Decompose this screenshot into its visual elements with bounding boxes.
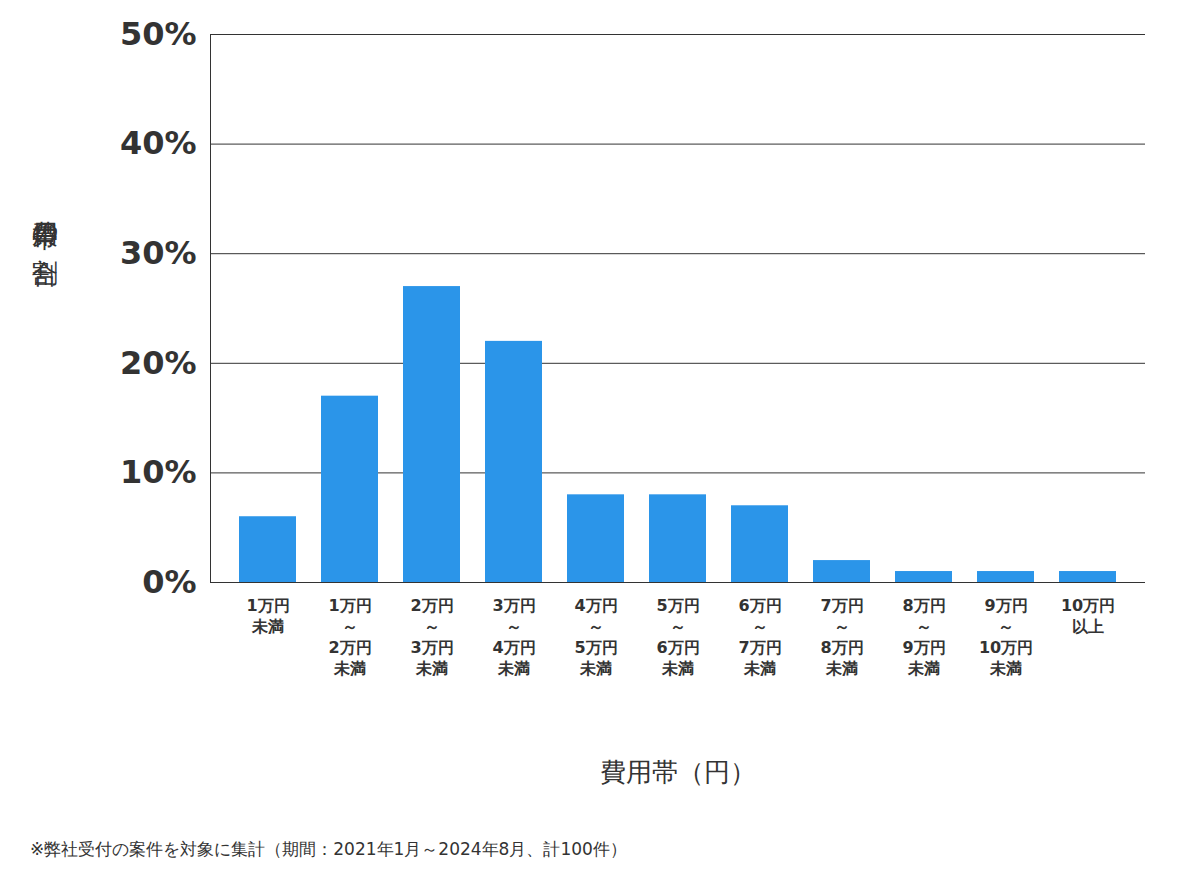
svg-text:10万円以上: 10万円以上 — [1061, 596, 1115, 636]
svg-text:10%: 10% — [120, 453, 197, 491]
svg-text:4万円～5万円未満: 4万円～5万円未満 — [574, 596, 617, 677]
html-text:※弊社受付の案件を対象に集計（期間：2021年1月～2024: ※弊社受付の案件を対象に集計（期間：2021年1月～2024年8月、計100件） — [30, 839, 627, 859]
svg-text:0%: 0% — [142, 563, 196, 601]
svg-text:5万円～6万円未満: 5万円～6万円未満 — [656, 596, 699, 677]
svg-text:30%: 30% — [120, 234, 197, 272]
svg-text:1万円～2万円未満: 1万円～2万円未満 — [328, 596, 371, 677]
svg-text:40%: 40% — [120, 124, 197, 162]
html-text:費用帯の割合: 費用帯の割合 — [30, 200, 60, 242]
svg-text:6万円～7万円未満: 6万円～7万円未満 — [738, 596, 781, 677]
svg-text:50%: 50% — [120, 15, 197, 53]
svg-text:20%: 20% — [120, 344, 197, 382]
html-text:費用帯（円）: 費用帯（円） — [599, 757, 756, 787]
svg-text:2万円～3万円未満: 2万円～3万円未満 — [410, 596, 453, 677]
svg-text:9万円～10万円未満: 9万円～10万円未満 — [979, 596, 1033, 677]
svg-text:3万円～4万円未満: 3万円～4万円未満 — [492, 596, 535, 677]
svg-text:8万円～9万円未満: 8万円～9万円未満 — [902, 596, 945, 677]
svg-text:7万円～8万円未満: 7万円～8万円未満 — [820, 596, 863, 677]
svg-text:1万円未満: 1万円未満 — [246, 596, 289, 636]
